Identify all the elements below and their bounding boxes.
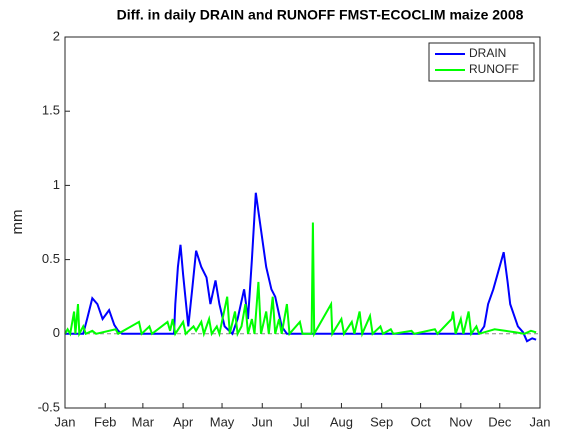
data-line (64, 222, 537, 338)
y-tick-label: 1 (53, 177, 60, 192)
legend-label: RUNOFF (469, 62, 519, 76)
x-tick-label: Aug (330, 414, 353, 429)
y-tick-label: 1.5 (42, 103, 60, 118)
x-tick-label: Jan (530, 414, 551, 429)
x-tick-label: Apr (173, 414, 194, 429)
y-axis-label: mm (9, 210, 26, 235)
x-tick-label: Nov (449, 414, 473, 429)
x-tick-label: Oct (410, 414, 431, 429)
x-tick-label: Mar (132, 414, 155, 429)
y-tick-label: -0.5 (38, 399, 60, 414)
x-tick-label: Sep (370, 414, 393, 429)
chart-title: Diff. in daily DRAIN and RUNOFF FMST-ECO… (117, 7, 524, 23)
data-line (65, 192, 537, 343)
x-tick-label: Jul (293, 414, 310, 429)
x-tick-label: Feb (94, 414, 116, 429)
legend-label: DRAIN (469, 46, 506, 60)
legend-box (428, 42, 535, 82)
y-tick-label: 0 (53, 325, 60, 340)
y-tick-label: 2 (53, 28, 60, 43)
y-tick-label: 0.5 (42, 251, 60, 266)
x-tick-label: Jan (55, 414, 76, 429)
plot-frame (64, 36, 541, 409)
x-tick-label: Jun (252, 414, 273, 429)
x-tick-label: May (210, 414, 235, 429)
x-tick-label: Dec (488, 414, 512, 429)
